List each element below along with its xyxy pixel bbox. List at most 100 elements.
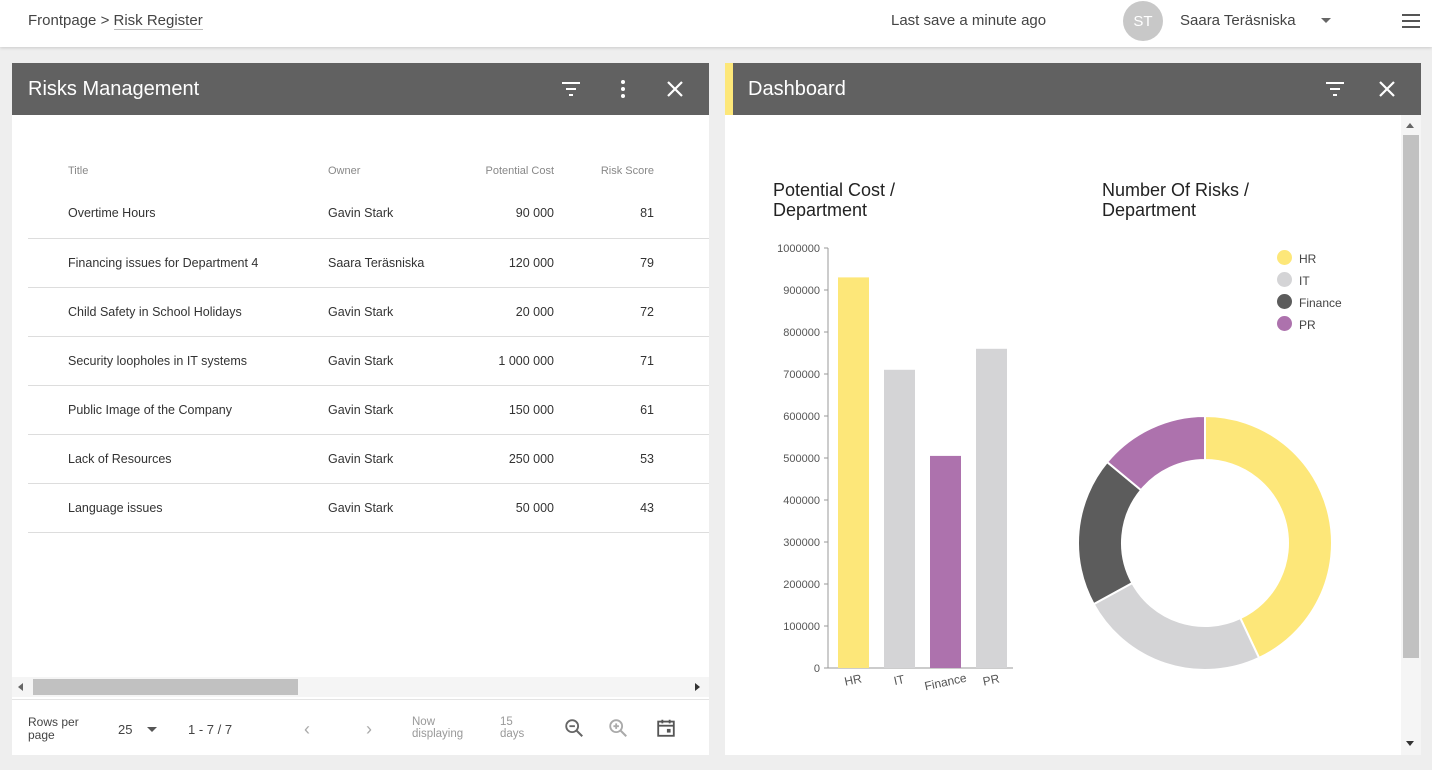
close-icon[interactable] bbox=[1375, 77, 1399, 101]
y-tick-label: 1000000 bbox=[777, 243, 820, 255]
vertical-scrollbar[interactable] bbox=[1401, 115, 1421, 755]
cell-cost: 120 000 bbox=[458, 238, 554, 288]
zoom-in-icon[interactable] bbox=[607, 717, 629, 739]
y-tick-label: 300000 bbox=[783, 537, 820, 549]
pagination-range: 1 - 7 / 7 bbox=[188, 722, 233, 737]
breadcrumb: Frontpage > Risk Register bbox=[28, 12, 203, 30]
cell-score: 71 bbox=[554, 336, 654, 386]
user-menu-caret-icon[interactable] bbox=[1321, 18, 1331, 23]
scrollbar-thumb[interactable] bbox=[33, 679, 298, 695]
cell-title: Financing issues for Department 4 bbox=[28, 238, 328, 288]
table-row[interactable]: Security loopholes in IT systems Gavin St… bbox=[28, 336, 709, 386]
donut-chart bbox=[1077, 414, 1333, 671]
filter-icon[interactable] bbox=[1323, 77, 1347, 101]
rows-per-page-select[interactable]: 25 bbox=[118, 722, 133, 737]
cell-cost: 20 000 bbox=[458, 287, 554, 337]
donut-slice[interactable] bbox=[1204, 414, 1333, 660]
horizontal-scrollbar[interactable] bbox=[12, 677, 709, 697]
legend-swatch bbox=[1277, 272, 1292, 287]
rows-per-page-label: Rows per page bbox=[28, 715, 79, 742]
last-save-status: Last save a minute ago bbox=[891, 12, 1047, 29]
donut-chart-title: Number Of Risks / Department bbox=[1102, 180, 1250, 220]
table-row[interactable]: Language issues Gavin Stark 50 000 43 bbox=[28, 483, 709, 533]
x-tick-label: PR bbox=[981, 671, 1001, 688]
breadcrumb-separator: > bbox=[100, 12, 110, 29]
cell-owner: Gavin Stark bbox=[328, 434, 458, 484]
table-row[interactable]: Financing issues for Department 4 Saara T… bbox=[28, 238, 709, 288]
cell-cost: 1 000 000 bbox=[458, 336, 554, 386]
cell-title: Public Image of the Company bbox=[28, 385, 328, 435]
dashboard-panel: Dashboard Potential Cost / Department Nu… bbox=[725, 63, 1421, 755]
more-vert-icon[interactable] bbox=[611, 77, 635, 101]
table-footer: Rows per page 25 1 - 7 / 7 ‹ › Now displ… bbox=[12, 699, 709, 755]
bar[interactable] bbox=[838, 277, 869, 668]
table-row[interactable]: Child Safety in School Holidays Gavin Sta… bbox=[28, 287, 709, 337]
filter-icon[interactable] bbox=[559, 77, 583, 101]
top-bar: Frontpage > Risk Register Last save a mi… bbox=[0, 0, 1432, 47]
column-header-title[interactable]: Title bbox=[68, 165, 89, 177]
scroll-left-arrow-icon[interactable] bbox=[18, 683, 23, 691]
scroll-right-arrow-icon[interactable] bbox=[695, 683, 700, 691]
hamburger-menu-icon[interactable] bbox=[1402, 14, 1420, 28]
prev-page-icon[interactable]: ‹ bbox=[304, 719, 310, 739]
x-tick-label: Finance bbox=[923, 671, 968, 693]
bar[interactable] bbox=[976, 348, 1007, 668]
y-tick-label: 600000 bbox=[783, 411, 820, 423]
y-tick-label: 400000 bbox=[783, 495, 820, 507]
bar[interactable] bbox=[884, 369, 915, 668]
y-tick-label: 900000 bbox=[783, 285, 820, 297]
user-name[interactable]: Saara Teräsniska bbox=[1180, 12, 1296, 29]
cell-owner: Gavin Stark bbox=[328, 385, 458, 435]
y-tick-label: 500000 bbox=[783, 453, 820, 465]
scroll-up-arrow-icon[interactable] bbox=[1406, 123, 1414, 128]
column-header-cost[interactable]: Potential Cost bbox=[485, 165, 554, 177]
breadcrumb-current[interactable]: Risk Register bbox=[113, 12, 203, 30]
table-header-row: Title Owner Potential Cost Risk Score bbox=[28, 153, 709, 189]
days-label: 15 days bbox=[500, 716, 525, 740]
cell-cost: 250 000 bbox=[458, 434, 554, 484]
cell-owner: Saara Teräsniska bbox=[328, 238, 458, 288]
next-page-icon[interactable]: › bbox=[366, 719, 372, 739]
dashboard-panel-header: Dashboard bbox=[725, 63, 1421, 115]
legend-label: IT bbox=[1299, 274, 1310, 288]
cell-owner: Gavin Stark bbox=[328, 189, 458, 239]
legend-label: HR bbox=[1299, 252, 1317, 266]
calendar-icon[interactable] bbox=[655, 717, 677, 739]
cell-owner: Gavin Stark bbox=[328, 287, 458, 337]
dashboard-panel-title: Dashboard bbox=[748, 78, 846, 100]
y-tick-label: 700000 bbox=[783, 369, 820, 381]
scroll-down-arrow-icon[interactable] bbox=[1406, 741, 1414, 746]
cell-score: 72 bbox=[554, 287, 654, 337]
cell-score: 43 bbox=[554, 483, 654, 533]
bar[interactable] bbox=[930, 455, 961, 668]
avatar[interactable]: ST bbox=[1123, 1, 1163, 41]
x-tick-label: IT bbox=[892, 672, 906, 688]
cell-title: Child Safety in School Holidays bbox=[28, 287, 328, 337]
close-icon[interactable] bbox=[663, 77, 687, 101]
donut-slice[interactable] bbox=[1105, 414, 1206, 492]
rows-per-page-caret-icon[interactable] bbox=[147, 727, 157, 732]
legend-label: PR bbox=[1299, 318, 1316, 332]
bar-chart: 0 100000 200000 300000 400000 500000 600000 700… bbox=[777, 243, 1013, 693]
column-header-owner[interactable]: Owner bbox=[328, 165, 361, 177]
risks-table: Title Owner Potential Cost Risk Score Ov… bbox=[28, 153, 709, 533]
breadcrumb-root-link[interactable]: Frontpage bbox=[28, 12, 97, 29]
table-row[interactable]: Overtime Hours Gavin Stark 90 000 81 bbox=[28, 189, 709, 239]
column-header-score[interactable]: Risk Score bbox=[600, 165, 654, 177]
risks-panel-header: Risks Management bbox=[12, 63, 709, 115]
table-row[interactable]: Public Image of the Company Gavin Stark 15… bbox=[28, 385, 709, 435]
y-tick-label: 0 bbox=[814, 663, 820, 675]
cell-score: 79 bbox=[554, 238, 654, 288]
y-tick-label: 200000 bbox=[783, 579, 820, 591]
bar-chart-title: Potential Cost / Department bbox=[773, 180, 896, 220]
table-row[interactable]: Lack of Resources Gavin Stark 250 000 53 bbox=[28, 434, 709, 484]
y-tick-label: 100000 bbox=[783, 621, 820, 633]
now-displaying-label: Now displaying bbox=[412, 716, 464, 740]
zoom-out-icon[interactable] bbox=[563, 717, 585, 739]
donut-slice[interactable] bbox=[1092, 581, 1261, 671]
scrollbar-thumb[interactable] bbox=[1403, 135, 1419, 658]
legend-swatch bbox=[1277, 294, 1292, 309]
y-tick-label: 800000 bbox=[783, 327, 820, 339]
cell-title: Language issues bbox=[28, 483, 328, 533]
dashboard-accent-bar bbox=[725, 63, 733, 115]
